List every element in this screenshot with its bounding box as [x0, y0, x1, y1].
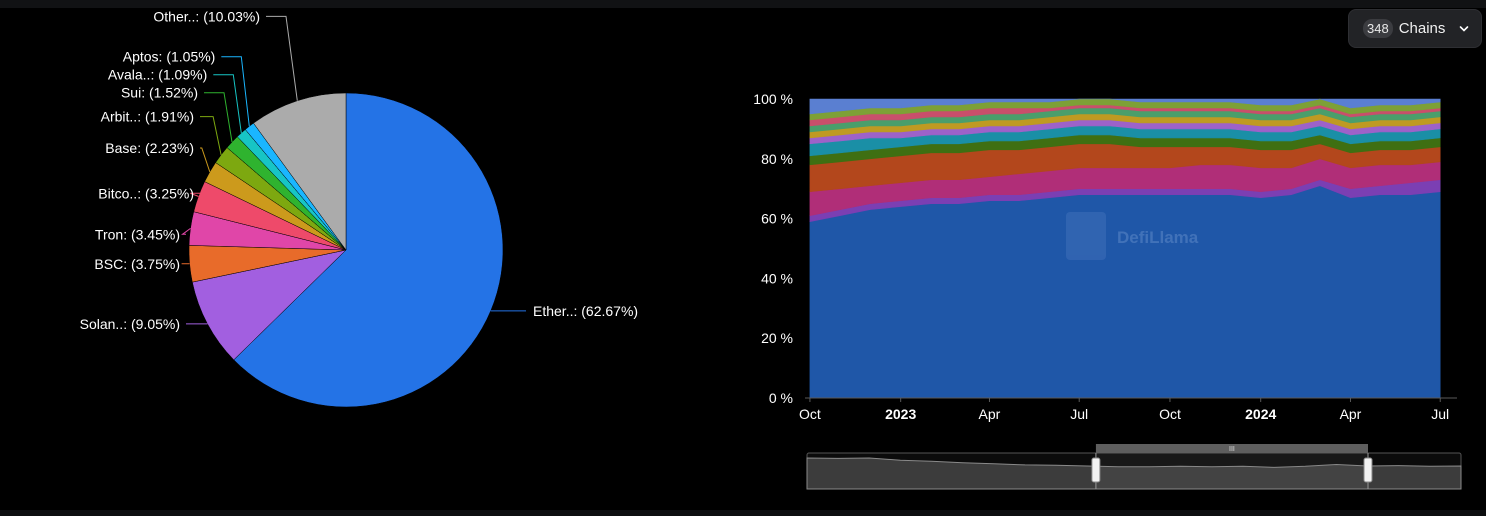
pie-label: Bitco..: (3.25%) [98, 185, 194, 201]
pie-slice[interactable] [253, 92, 347, 251]
pie-label: Base: (2.23%) [105, 140, 194, 156]
chevron-down-icon [1460, 25, 1469, 32]
navigator-selection[interactable] [1095, 453, 1368, 489]
chains-selector-button[interactable]: 348 Chains [1348, 9, 1482, 48]
navigator-series [806, 457, 1462, 490]
pie-leader-line [180, 227, 191, 235]
x-tick-label: Jul [1431, 406, 1449, 422]
pie-leader-line [266, 15, 298, 101]
y-tick-label: 60 % [761, 211, 793, 227]
x-tick-label: Apr [1340, 406, 1362, 422]
x-tick-label: 2024 [1245, 406, 1276, 422]
llama-logo-icon [1066, 212, 1106, 260]
y-tick-label: 100 % [753, 91, 793, 107]
pie-label: Other..: (10.03%) [153, 8, 260, 24]
pie-leader-line [213, 74, 242, 134]
x-tick-label: 2023 [885, 406, 916, 422]
chains-count-badge: 348 [1363, 19, 1393, 38]
navigator-handle[interactable] [1363, 457, 1373, 483]
top-border [0, 0, 1486, 8]
navigator-handle[interactable] [1091, 457, 1101, 483]
area-chart-axes: 0 % 20 % 40 % 60 % 80 % 100 % Oct 2023 Apr Jul Oct… [753, 91, 1457, 422]
pie-slice[interactable] [192, 249, 347, 361]
pie-leader-line [200, 116, 222, 156]
pie-label: BSC: (3.75%) [94, 256, 180, 272]
pie-leader-line [221, 56, 250, 127]
pie-label: Avala..: (1.09%) [108, 67, 207, 83]
y-tick-label: 40 % [761, 270, 793, 286]
x-tick-label: Apr [979, 406, 1001, 422]
pie-label: Solan..: (9.05%) [80, 316, 180, 332]
pie-label: Aptos: (1.05%) [123, 49, 216, 65]
defillama-watermark: DefiLlama [1066, 212, 1199, 260]
chains-selector-label: Chains [1398, 20, 1446, 37]
navigator-scrollbar[interactable] [1095, 444, 1368, 453]
bottom-border [0, 510, 1486, 516]
x-tick-label: Jul [1070, 406, 1088, 422]
pie-label: Tron: (3.45%) [95, 226, 180, 242]
pie-label: Ether..: (62.67%) [533, 303, 638, 319]
pie-chart: Ether..: (62.67%) Other..: (10.03%) Aptos:… [80, 8, 638, 408]
x-tick-label: Oct [799, 406, 821, 422]
pie-leader-line [204, 92, 233, 143]
pie-label: Arbit..: (1.91%) [101, 109, 194, 125]
watermark-text: DefiLlama [1117, 228, 1199, 247]
y-tick-label: 80 % [761, 151, 793, 167]
pie-leader-line [190, 192, 200, 197]
y-tick-label: 20 % [761, 330, 793, 346]
scrollbar-grip-icon[interactable]: III [1229, 446, 1235, 453]
pie-label: Sui: (1.52%) [121, 85, 198, 101]
area-series [809, 98, 1441, 115]
x-tick-label: Oct [1159, 406, 1181, 422]
area-series-layers [809, 98, 1441, 399]
y-tick-label: 0 % [769, 390, 793, 406]
pie-leader-line [200, 147, 211, 173]
